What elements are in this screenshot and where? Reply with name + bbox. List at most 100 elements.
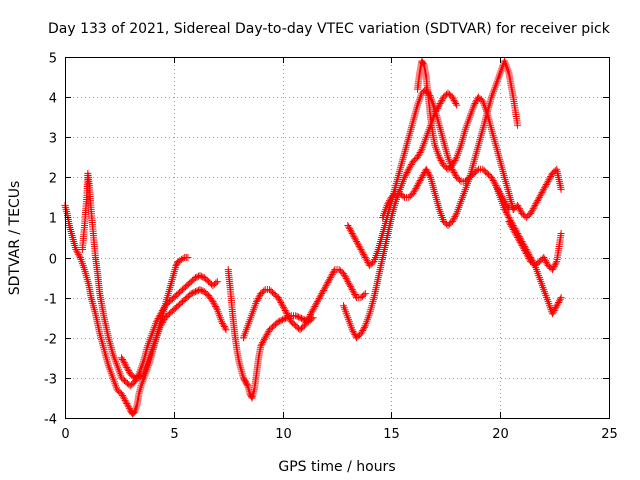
data-point (400, 173, 408, 181)
data-point (212, 302, 220, 310)
series-track-j (492, 181, 565, 318)
x-tick-label: 0 (61, 427, 69, 442)
data-point (401, 172, 409, 180)
data-point (157, 322, 165, 330)
x-tick-label: 5 (170, 427, 178, 442)
data-point (343, 276, 351, 284)
data-point (357, 246, 365, 254)
data-point (352, 292, 360, 300)
data-point (532, 200, 540, 208)
data-point (325, 277, 333, 285)
series-track-l (509, 165, 565, 221)
data-point (347, 284, 355, 292)
data-point (415, 178, 423, 186)
data-point (414, 153, 422, 161)
data-point (522, 250, 530, 258)
data-point (275, 295, 283, 303)
data-point (512, 230, 520, 238)
data-point (154, 315, 162, 323)
data-point (544, 177, 552, 185)
data-point (346, 225, 354, 233)
data-point (555, 297, 563, 305)
data-point (490, 178, 498, 186)
data-point (292, 312, 300, 320)
data-point (260, 335, 268, 343)
data-point (360, 250, 368, 258)
data-point (74, 250, 82, 258)
data-point (348, 326, 356, 334)
data-point (158, 320, 166, 328)
data-point (192, 274, 200, 282)
data-point (296, 314, 304, 322)
data-point (541, 182, 549, 190)
data-point (543, 179, 551, 187)
data-point (520, 245, 528, 253)
data-point (488, 175, 496, 183)
data-point (357, 330, 365, 338)
data-point (341, 273, 349, 281)
data-point (557, 229, 565, 237)
data-point (330, 267, 338, 275)
data-point (189, 289, 197, 297)
data-point (284, 311, 292, 319)
data-point (501, 207, 509, 215)
data-point (286, 315, 294, 323)
data-point (259, 339, 267, 347)
data-point (255, 293, 263, 301)
y-tick-label: 3 (49, 132, 57, 147)
data-point (540, 185, 548, 193)
data-point (122, 398, 130, 406)
data-point (351, 290, 359, 298)
data-point (436, 100, 444, 108)
data-point (508, 224, 516, 232)
data-point (542, 258, 550, 266)
data-point (322, 282, 330, 290)
data-point (321, 283, 329, 291)
data-point (125, 403, 133, 411)
data-point (419, 172, 427, 180)
data-point (329, 269, 337, 277)
data-point (541, 255, 549, 263)
data-point (549, 264, 557, 272)
axis-ticks: 0 5 10 15 20 25 -4 -3 -2 -1 0 1 2 3 4 5 (44, 52, 618, 443)
data-point (345, 279, 353, 287)
data-point (218, 318, 226, 326)
data-point (252, 298, 260, 306)
data-point (159, 305, 167, 313)
data-point (501, 205, 509, 213)
data-point (274, 318, 282, 326)
data-point (313, 299, 321, 307)
data-point (278, 300, 286, 308)
plot-frame (65, 57, 610, 419)
data-point (527, 209, 535, 217)
data-point (304, 315, 312, 323)
data-point (425, 170, 433, 178)
data-point (419, 60, 427, 68)
data-point (415, 150, 423, 158)
data-point (516, 206, 524, 214)
data-point (349, 231, 357, 239)
data-point (556, 295, 564, 303)
data-point (282, 308, 290, 316)
data-point (541, 184, 549, 192)
data-point (358, 328, 366, 336)
data-point (514, 235, 522, 243)
data-point (306, 312, 314, 320)
x-axis-label: GPS time / hours (278, 459, 395, 475)
data-point (277, 298, 285, 306)
data-point (513, 232, 521, 240)
chart-title: Day 133 of 2021, Sidereal Day-to-day VTE… (48, 21, 611, 37)
data-point (342, 274, 350, 282)
data-point (120, 395, 128, 403)
data-point (487, 173, 495, 181)
data-point (502, 209, 510, 217)
data-point (361, 290, 369, 298)
data-point (350, 289, 358, 297)
data-point (302, 319, 310, 327)
data-point (327, 272, 335, 280)
data-point (514, 234, 522, 241)
data-point (305, 314, 313, 322)
data-point (152, 318, 160, 326)
data-point (118, 355, 126, 363)
data-point (309, 306, 317, 314)
